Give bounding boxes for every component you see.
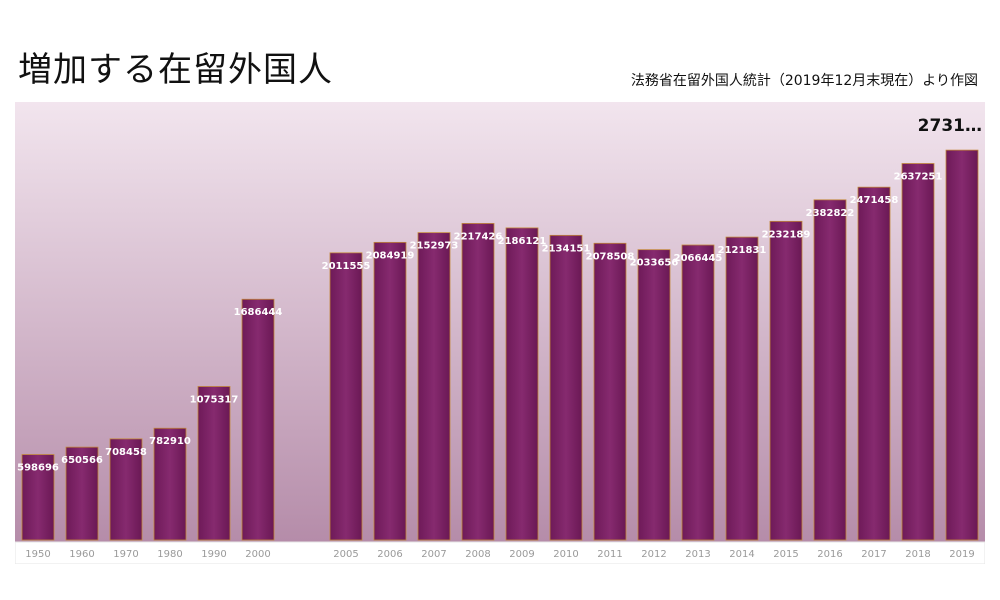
x-tick-label: 2012 (641, 549, 666, 560)
bar-2017 (857, 186, 891, 541)
bar-1960 (65, 446, 99, 541)
bar-value-label: 2637251 (894, 172, 943, 183)
bar-1970 (109, 438, 143, 541)
x-tick-label: 2006 (377, 549, 402, 560)
bar-2012 (637, 249, 671, 541)
x-tick-label: 2016 (817, 549, 842, 560)
bar-value-label: 1075317 (190, 394, 239, 405)
bar-2006 (373, 241, 407, 541)
bar-2007 (417, 232, 451, 541)
bar-value-label: 2011555 (322, 261, 371, 272)
bar-1980 (153, 427, 187, 541)
bar-1950 (21, 454, 55, 541)
bar-2010 (549, 234, 583, 541)
bar-value-label: 650566 (61, 455, 103, 466)
x-tick-label: 2013 (685, 549, 710, 560)
x-tick-label: 2009 (509, 549, 534, 560)
chart-title: 増加する在留外国人 (18, 50, 333, 90)
x-tick-label: 2007 (421, 549, 446, 560)
x-tick-label: 1980 (157, 549, 182, 560)
bar-2019 (945, 149, 979, 541)
bar-value-label: 2152973 (410, 241, 459, 252)
bar-value-label: 2078508 (586, 251, 635, 262)
bar-value-label: 2134151 (542, 243, 591, 254)
bar-value-label: 2382822 (806, 208, 855, 219)
bar-2016 (813, 199, 847, 541)
bar-value-label: 2121831 (718, 245, 767, 256)
x-tick-label: 1960 (69, 549, 94, 560)
bar-2005 (329, 252, 363, 541)
bar-2008 (461, 223, 495, 541)
bar-value-label: 2232189 (762, 229, 811, 240)
bar-value-label: 782910 (149, 436, 191, 447)
bar-value-label: 2084919 (366, 250, 415, 261)
x-tick-label: 2018 (905, 549, 930, 560)
bar-value-label: 598696 (17, 463, 59, 474)
bar-2014 (725, 236, 759, 541)
bar-value-label: 2033656 (630, 258, 679, 269)
x-tick-label: 2008 (465, 549, 490, 560)
bar-2013 (681, 244, 715, 541)
chart-source-note: 法務省在留外国人統計（2019年12月末現在）より作図 (630, 73, 978, 89)
bar-value-label: 2066445 (674, 253, 723, 264)
x-tick-label: 2011 (597, 549, 622, 560)
x-tick-label: 2014 (729, 549, 754, 560)
bar-value-label: 1686444 (234, 307, 283, 318)
bar-chart: 598696 1950 650566 1960 708458 1970 782910 1980… (15, 102, 985, 564)
chart-area: 598696 1950 650566 1960 708458 1970 782910 1980… (15, 102, 985, 564)
x-tick-label: 2000 (245, 549, 270, 560)
x-tick-label: 1990 (201, 549, 226, 560)
bar-value-label: 2471458 (850, 195, 899, 206)
bar-2009 (505, 227, 539, 541)
bar-2015 (769, 220, 803, 541)
x-tick-label: 1970 (113, 549, 138, 560)
bar-1990 (197, 386, 231, 541)
axis-strip (15, 541, 985, 564)
bar-2011 (593, 242, 627, 541)
bar-2018 (901, 163, 935, 541)
x-tick-label: 2015 (773, 549, 798, 560)
x-tick-label: 2005 (333, 549, 358, 560)
last-bar-callout: 2731… (917, 116, 982, 136)
bar-value-label: 2186121 (498, 236, 547, 247)
x-tick-label: 2019 (949, 549, 974, 560)
bar-2000 (241, 298, 275, 541)
bar-value-label: 2217426 (454, 231, 503, 242)
x-tick-label: 1950 (25, 549, 50, 560)
bar-value-label: 708458 (105, 447, 147, 458)
x-tick-label: 2017 (861, 549, 886, 560)
x-tick-label: 2010 (553, 549, 578, 560)
